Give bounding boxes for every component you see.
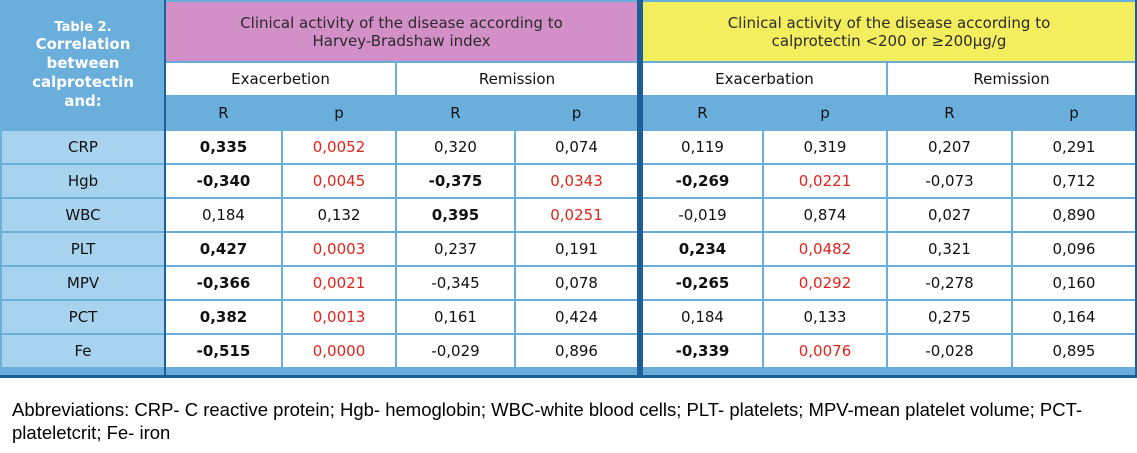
table-cell: 0,0013 [283, 301, 395, 333]
row-label-fe: Fe [2, 335, 164, 367]
table-cell: 0,184 [166, 199, 281, 231]
table-cell: 0,133 [764, 301, 886, 333]
column-head-r: R [643, 97, 762, 129]
table-cell: 0,395 [397, 199, 514, 231]
table-cell: 0,0076 [764, 335, 886, 367]
table-cell: -0,073 [888, 165, 1011, 197]
group2-sub-exacerbation: Exacerbation [643, 63, 886, 95]
table-cell: 0,0221 [764, 165, 886, 197]
table-cell: 0,0003 [283, 233, 395, 265]
table-cell: 0,382 [166, 301, 281, 333]
row-label-pct: PCT [2, 301, 164, 333]
table-cell: 0,078 [516, 267, 637, 299]
table-cell: 0,0292 [764, 267, 886, 299]
group-divider-middle [637, 0, 643, 378]
table-cell: -0,340 [166, 165, 281, 197]
table-cell: -0,265 [643, 267, 762, 299]
group-divider-right [1135, 0, 1137, 378]
table-cell: 0,321 [888, 233, 1011, 265]
table-cell: 0,160 [1013, 267, 1135, 299]
table-cell: 0,895 [1013, 335, 1135, 367]
table-cell: 0,335 [166, 131, 281, 163]
table-cell: -0,019 [643, 199, 762, 231]
table-cell: 0,320 [397, 131, 514, 163]
table-cell: 0,0021 [283, 267, 395, 299]
table-cell: 0,890 [1013, 199, 1135, 231]
column-head-p: p [516, 97, 637, 129]
group1-sub-remission: Remission [397, 63, 637, 95]
column-head-p: p [1013, 97, 1135, 129]
table-cell: 0,161 [397, 301, 514, 333]
table-cell: 0,237 [397, 233, 514, 265]
group1-title: Clinical activity of the disease accordi… [166, 2, 637, 61]
table-cell: 0,119 [643, 131, 762, 163]
table-cell: 0,275 [888, 301, 1011, 333]
table-number: Table 2. [54, 19, 112, 35]
table-cell: 0,712 [1013, 165, 1135, 197]
table-cell: 0,132 [283, 199, 395, 231]
abbreviations-note: Abbreviations: CRP- C reactive protein; … [12, 399, 1083, 443]
table-cell: 0,427 [166, 233, 281, 265]
table-cell: -0,339 [643, 335, 762, 367]
table-cell: 0,0045 [283, 165, 395, 197]
column-head-r: R [166, 97, 281, 129]
table-cell: 0,896 [516, 335, 637, 367]
table-cell: 0,0052 [283, 131, 395, 163]
row-label-plt: PLT [2, 233, 164, 265]
table-cell: -0,029 [397, 335, 514, 367]
table-cell: 0,0000 [283, 335, 395, 367]
row-label-mpv: MPV [2, 267, 164, 299]
table-cell: 0,291 [1013, 131, 1135, 163]
table-cell: 0,0251 [516, 199, 637, 231]
table-corner-text: Correlation between calprotectin and: [32, 35, 134, 110]
table-corner-header: Table 2. Correlation between calprotecti… [2, 2, 164, 128]
table-cell: 0,184 [643, 301, 762, 333]
group2-title: Clinical activity of the disease accordi… [643, 2, 1135, 61]
table-cell: 0,191 [516, 233, 637, 265]
table-cell: -0,278 [888, 267, 1011, 299]
row-label-wbc: WBC [2, 199, 164, 231]
table-cell: 0,164 [1013, 301, 1135, 333]
table-cell: 0,096 [1013, 233, 1135, 265]
table-cell: -0,515 [166, 335, 281, 367]
column-head-r: R [888, 97, 1011, 129]
table-cell: -0,375 [397, 165, 514, 197]
table-border-bottom [0, 375, 1137, 378]
correlation-table: Table 2. Correlation between calprotecti… [0, 0, 1137, 378]
group-divider-left [164, 0, 166, 378]
table-cell: -0,366 [166, 267, 281, 299]
row-label-crp: CRP [2, 131, 164, 163]
group1-sub-exacerbation: Exacerbetion [166, 63, 395, 95]
table-cell: 0,874 [764, 199, 886, 231]
table-cell: 0,207 [888, 131, 1011, 163]
row-label-hgb: Hgb [2, 165, 164, 197]
column-head-p: p [764, 97, 886, 129]
table-cell: 0,0343 [516, 165, 637, 197]
table-cell: -0,269 [643, 165, 762, 197]
table-cell: 0,074 [516, 131, 637, 163]
table-cell: 0,0482 [764, 233, 886, 265]
table-cell: -0,345 [397, 267, 514, 299]
table-cell: 0,319 [764, 131, 886, 163]
table-cell: 0,027 [888, 199, 1011, 231]
group2-sub-remission: Remission [888, 63, 1135, 95]
column-head-r: R [397, 97, 514, 129]
table-cell: 0,424 [516, 301, 637, 333]
table-cell: 0,234 [643, 233, 762, 265]
column-head-p: p [283, 97, 395, 129]
table-cell: -0,028 [888, 335, 1011, 367]
